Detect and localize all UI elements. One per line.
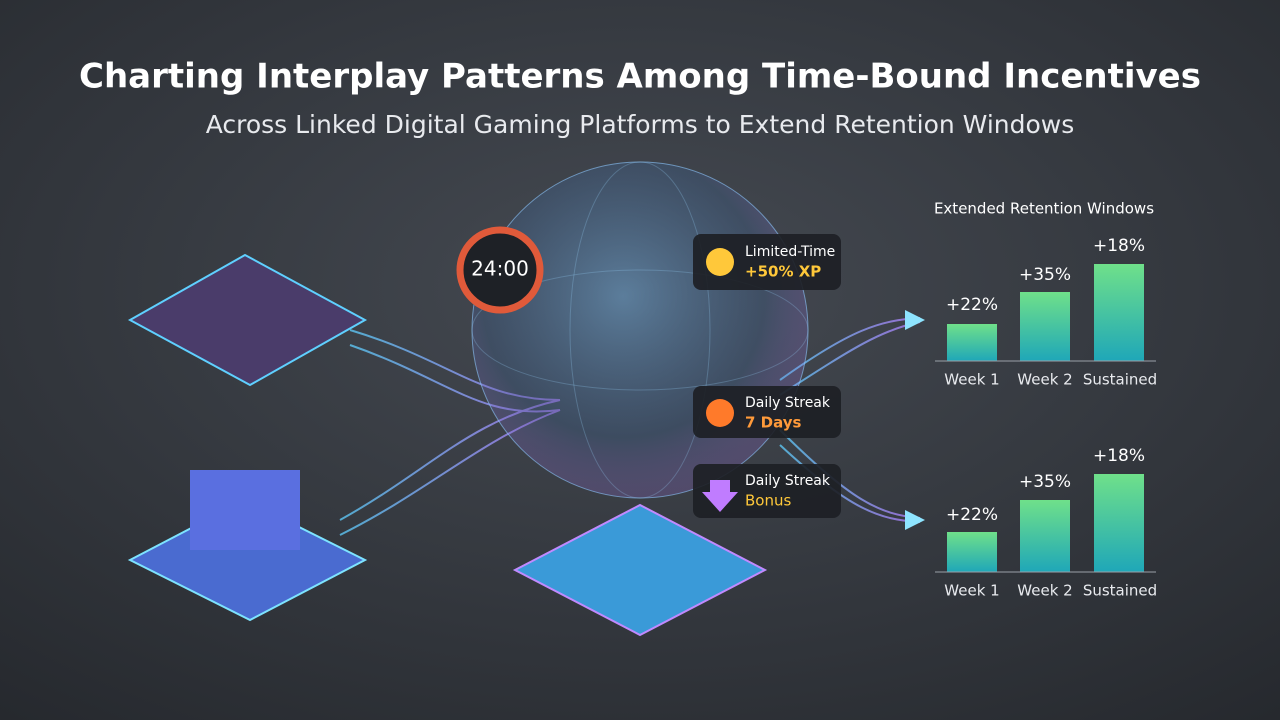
bar-label: +22% [946, 295, 998, 315]
badge-line1: Daily Streak [745, 395, 831, 411]
bar-label: +22% [946, 505, 998, 525]
panel-title: Extended Retention Windows [934, 200, 1154, 218]
timer-ring [456, 226, 544, 314]
shooter-platform [127, 253, 368, 387]
bar [947, 532, 997, 572]
badge-icon [706, 248, 734, 276]
globe-longitude [569, 161, 711, 499]
badge: Daily Streak 7 Days [693, 386, 841, 438]
badge-line2: 7 Days [745, 414, 802, 432]
castle [190, 470, 300, 550]
category-label: Week 2 [1017, 371, 1072, 389]
subtitle: Across Linked Digital Gaming Platforms t… [206, 110, 1075, 139]
badge-line2: +50% XP [745, 263, 821, 281]
badge-icon [702, 480, 738, 512]
badge-line2: Bonus [745, 492, 791, 510]
retention-chart: +22% +35% +18% Week 1 Week 2 Sustained [935, 446, 1157, 600]
category-label: Sustained [1083, 582, 1157, 600]
badge-box [693, 464, 841, 518]
category-label: Week 1 [944, 582, 999, 600]
puzzle-platform [512, 503, 768, 637]
timer-label: 24:00 [471, 257, 529, 281]
bar-label: +18% [1093, 236, 1145, 256]
badge: Daily Streak Bonus [693, 464, 841, 518]
badge-box [693, 386, 841, 438]
bar-label: +35% [1019, 472, 1071, 492]
bar [947, 324, 997, 361]
category-label: Week 1 [944, 371, 999, 389]
badge-box [693, 234, 841, 290]
bar-label: +18% [1093, 446, 1145, 466]
globe-latitude [471, 269, 809, 391]
badge: Limited-Time +50% XP [693, 234, 841, 290]
badge-icon [706, 399, 734, 427]
badge-line1: Daily Streak [745, 473, 831, 489]
bar [1094, 264, 1144, 361]
category-label: Sustained [1083, 371, 1157, 389]
bar [1094, 474, 1144, 572]
bar [1020, 500, 1070, 572]
retention-chart: +22% +35% +18% Week 1 Week 2 Sustained [935, 236, 1157, 389]
badge-line1: Limited-Time [745, 244, 835, 260]
globe [471, 161, 809, 499]
bar-label: +35% [1019, 265, 1071, 285]
title: Charting Interplay Patterns Among Time-B… [79, 57, 1201, 97]
category-label: Week 2 [1017, 582, 1072, 600]
bar [1020, 292, 1070, 361]
